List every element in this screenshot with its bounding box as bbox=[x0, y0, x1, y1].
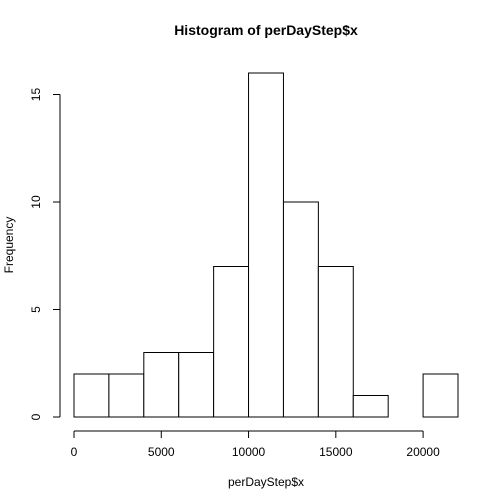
x-tick-label: 20000 bbox=[406, 445, 440, 459]
y-tick-label: 5 bbox=[29, 306, 43, 313]
histogram-bar bbox=[214, 267, 249, 418]
y-tick-label: 0 bbox=[29, 413, 43, 420]
histogram-bar bbox=[423, 374, 458, 417]
x-tick-label: 0 bbox=[71, 445, 78, 459]
histogram-bar bbox=[283, 202, 318, 417]
histogram-bar bbox=[109, 374, 144, 417]
histogram-bar bbox=[74, 374, 109, 417]
y-tick-label: 15 bbox=[29, 88, 43, 102]
chart-title: Histogram of perDayStep$x bbox=[174, 22, 358, 38]
bars-group bbox=[74, 73, 458, 417]
histogram-bar bbox=[353, 396, 388, 418]
histogram-bar bbox=[179, 353, 214, 418]
x-tick-label: 5000 bbox=[148, 445, 175, 459]
y-tick-label: 10 bbox=[29, 195, 43, 209]
histogram-bar bbox=[144, 353, 179, 418]
x-tick-label: 15000 bbox=[319, 445, 353, 459]
y-axis-label: Frequency bbox=[2, 217, 16, 274]
y-axis: 0 5 10 15 bbox=[29, 88, 60, 421]
x-axis-label: perDayStep$x bbox=[228, 475, 304, 489]
x-tick-label: 10000 bbox=[232, 445, 266, 459]
histogram-bar bbox=[318, 267, 353, 418]
histogram-bar bbox=[249, 73, 284, 417]
x-axis: 0 5000 10000 15000 20000 bbox=[71, 431, 440, 459]
